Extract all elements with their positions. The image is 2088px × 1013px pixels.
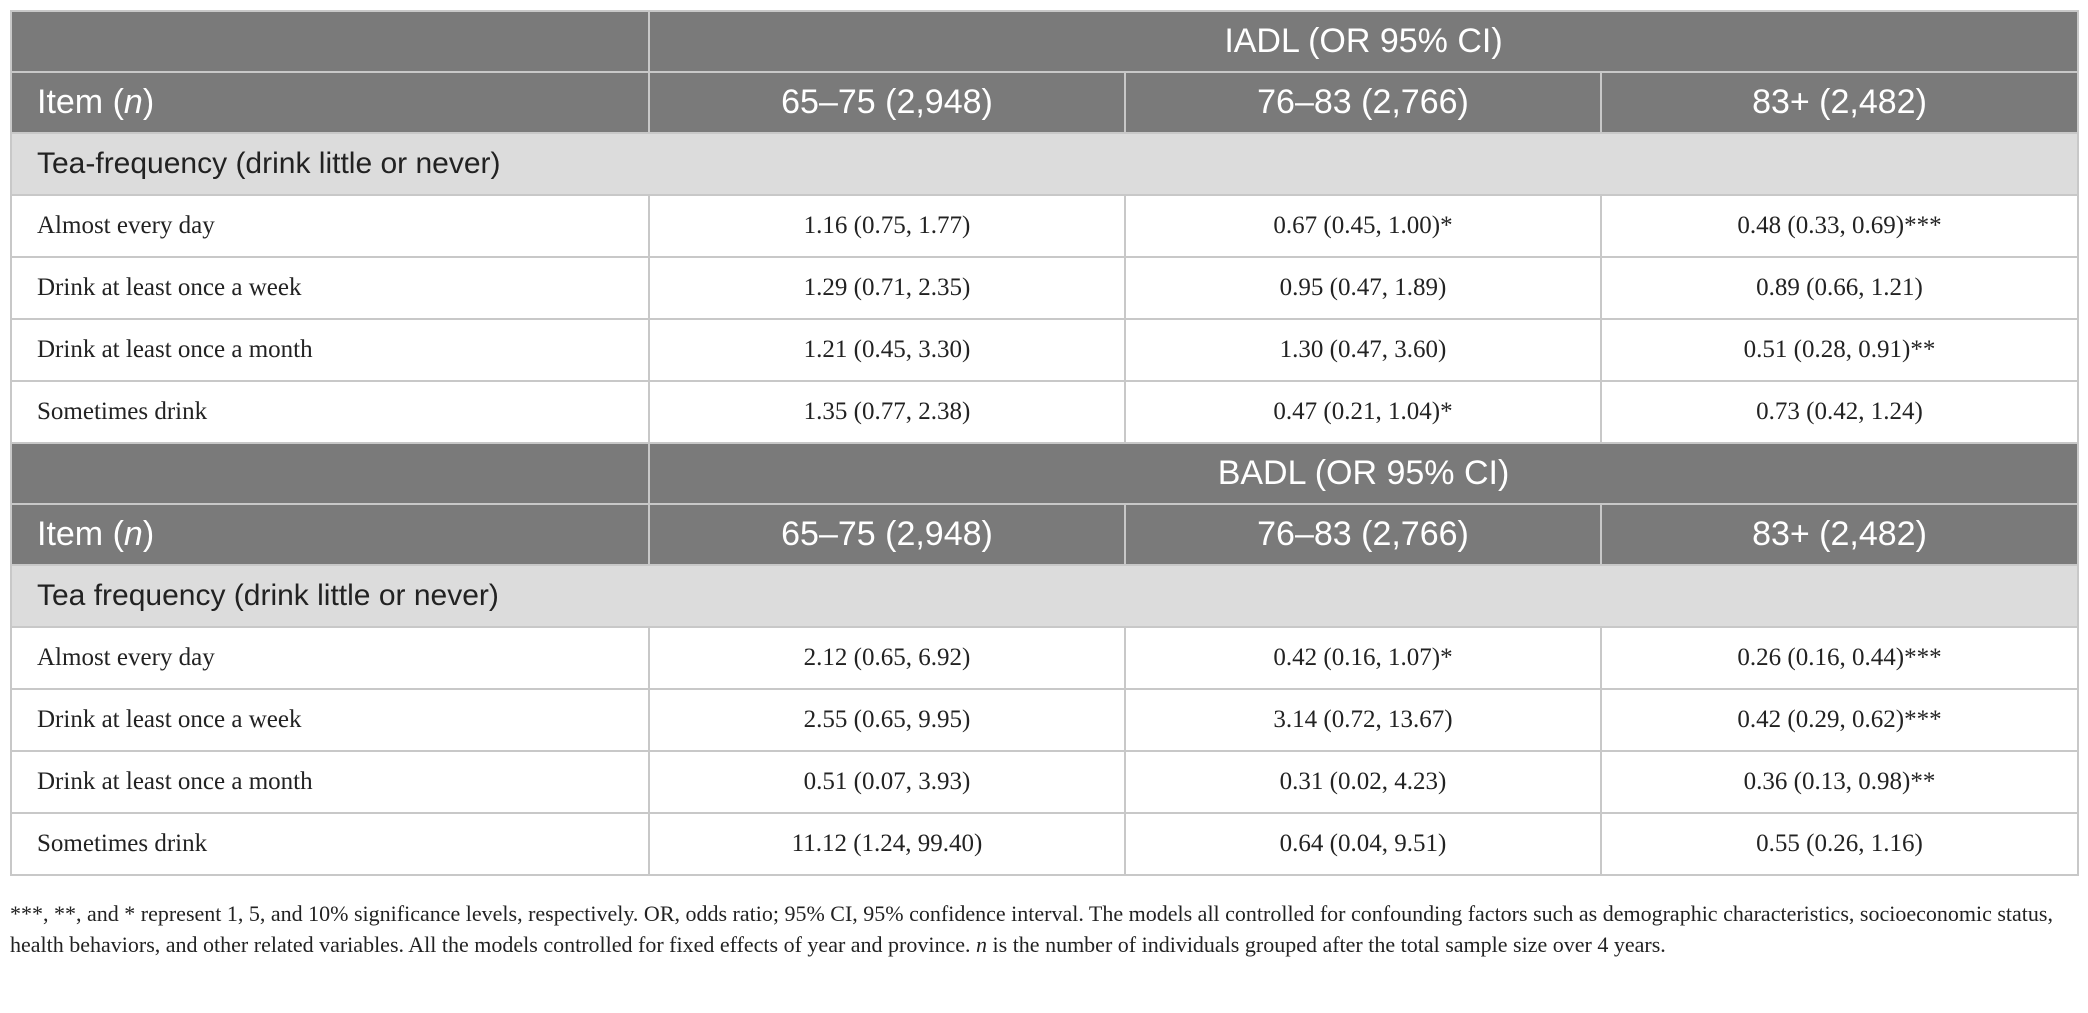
table-cell: 0.73 (0.42, 1.24)	[1600, 380, 2079, 444]
group-title: IADL (OR 95% CI)	[648, 10, 2079, 73]
column-header: 76–83 (2,766)	[1124, 503, 1602, 566]
table-cell: 0.51 (0.28, 0.91)**	[1600, 318, 2079, 382]
item-column-header: Item (n)	[10, 503, 650, 566]
table-row: Drink at least once a month 1.21 (0.45, …	[10, 318, 2079, 382]
section-label: Tea frequency (drink little or never)	[10, 564, 2079, 628]
row-label: Drink at least once a month	[10, 750, 650, 814]
footnote-n-symbol: n	[976, 932, 988, 957]
column-header-row: Item (n) 65–75 (2,948) 76–83 (2,766) 83+…	[10, 71, 2079, 134]
table-cell: 1.16 (0.75, 1.77)	[648, 194, 1126, 258]
column-header: 76–83 (2,766)	[1124, 71, 1602, 134]
group-header-row: BADL (OR 95% CI)	[10, 442, 2079, 505]
row-label: Sometimes drink	[10, 812, 650, 876]
table-cell: 0.89 (0.66, 1.21)	[1600, 256, 2079, 320]
row-label: Sometimes drink	[10, 380, 650, 444]
column-header: 65–75 (2,948)	[648, 503, 1126, 566]
table-row: Almost every day 1.16 (0.75, 1.77) 0.67 …	[10, 194, 2079, 258]
table-cell: 1.29 (0.71, 2.35)	[648, 256, 1126, 320]
table-cell: 0.51 (0.07, 3.93)	[648, 750, 1126, 814]
table-cell: 0.26 (0.16, 0.44)***	[1600, 626, 2079, 690]
table-cell: 0.47 (0.21, 1.04)*	[1124, 380, 1602, 444]
table-row: Sometimes drink 11.12 (1.24, 99.40) 0.64…	[10, 812, 2079, 876]
table-cell: 0.55 (0.26, 1.16)	[1600, 812, 2079, 876]
table-cell: 2.12 (0.65, 6.92)	[648, 626, 1126, 690]
section-row: Tea frequency (drink little or never)	[10, 564, 2079, 628]
table-cell: 2.55 (0.65, 9.95)	[648, 688, 1126, 752]
group-header-row: IADL (OR 95% CI)	[10, 10, 2079, 73]
table-cell: 0.64 (0.04, 9.51)	[1124, 812, 1602, 876]
table-cell: 1.21 (0.45, 3.30)	[648, 318, 1126, 382]
row-label: Drink at least once a month	[10, 318, 650, 382]
table-cell: 1.30 (0.47, 3.60)	[1124, 318, 1602, 382]
table-row: Almost every day 2.12 (0.65, 6.92) 0.42 …	[10, 626, 2079, 690]
column-header: 83+ (2,482)	[1600, 503, 2079, 566]
table-cell: 11.12 (1.24, 99.40)	[648, 812, 1126, 876]
column-header: 83+ (2,482)	[1600, 71, 2079, 134]
footnote-text: ***, **, and * represent 1, 5, and 10% s…	[10, 901, 2053, 957]
table-cell: 0.48 (0.33, 0.69)***	[1600, 194, 2079, 258]
column-header-row: Item (n) 65–75 (2,948) 76–83 (2,766) 83+…	[10, 503, 2079, 566]
table-row: Drink at least once a week 1.29 (0.71, 2…	[10, 256, 2079, 320]
section-row: Tea-frequency (drink little or never)	[10, 132, 2079, 196]
group-header-blank-cell	[10, 442, 650, 505]
table-row: Sometimes drink 1.35 (0.77, 2.38) 0.47 (…	[10, 380, 2079, 444]
group-header-blank-cell	[10, 10, 650, 73]
column-header: 65–75 (2,948)	[648, 71, 1126, 134]
section-label: Tea-frequency (drink little or never)	[10, 132, 2079, 196]
row-label: Drink at least once a week	[10, 688, 650, 752]
group-title: BADL (OR 95% CI)	[648, 442, 2079, 505]
table-cell: 0.36 (0.13, 0.98)**	[1600, 750, 2079, 814]
table-row: Drink at least once a month 0.51 (0.07, …	[10, 750, 2079, 814]
row-label: Drink at least once a week	[10, 256, 650, 320]
table-cell: 0.42 (0.16, 1.07)*	[1124, 626, 1602, 690]
footnote-text-end: is the number of individuals grouped aft…	[987, 932, 1666, 957]
table-cell: 0.31 (0.02, 4.23)	[1124, 750, 1602, 814]
table-row: Drink at least once a week 2.55 (0.65, 9…	[10, 688, 2079, 752]
row-label: Almost every day	[10, 194, 650, 258]
table-cell: 0.67 (0.45, 1.00)*	[1124, 194, 1602, 258]
row-label: Almost every day	[10, 626, 650, 690]
results-table-container: IADL (OR 95% CI) Item (n) 65–75 (2,948) …	[10, 10, 2079, 876]
item-column-header: Item (n)	[10, 71, 650, 134]
table-cell: 3.14 (0.72, 13.67)	[1124, 688, 1602, 752]
odds-ratio-table: IADL (OR 95% CI) Item (n) 65–75 (2,948) …	[10, 10, 2079, 876]
table-cell: 0.95 (0.47, 1.89)	[1124, 256, 1602, 320]
table-cell: 1.35 (0.77, 2.38)	[648, 380, 1126, 444]
table-cell: 0.42 (0.29, 0.62)***	[1600, 688, 2079, 752]
table-footnote: ***, **, and * represent 1, 5, and 10% s…	[10, 898, 2080, 960]
